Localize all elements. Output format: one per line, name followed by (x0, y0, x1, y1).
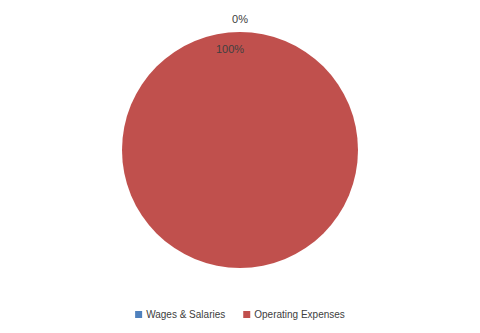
legend: Wages & Salaries Operating Expenses (135, 309, 345, 320)
legend-item: Operating Expenses (243, 309, 345, 320)
data-labels: 0% 100% (216, 13, 248, 55)
legend-swatch (243, 311, 250, 318)
pie-slice (122, 32, 358, 268)
data-label: 100% (216, 43, 244, 55)
data-label: 0% (232, 13, 248, 25)
chart-svg: 0% 100% Wages & Salaries Operating Expenses (0, 0, 480, 333)
legend-item: Wages & Salaries (135, 309, 225, 320)
chart-container: 0% 100% Wages & Salaries Operating Expenses (0, 0, 480, 333)
legend-label: Wages & Salaries (146, 309, 225, 320)
legend-swatch (135, 311, 142, 318)
pie-group (122, 32, 358, 268)
legend-label: Operating Expenses (254, 309, 345, 320)
